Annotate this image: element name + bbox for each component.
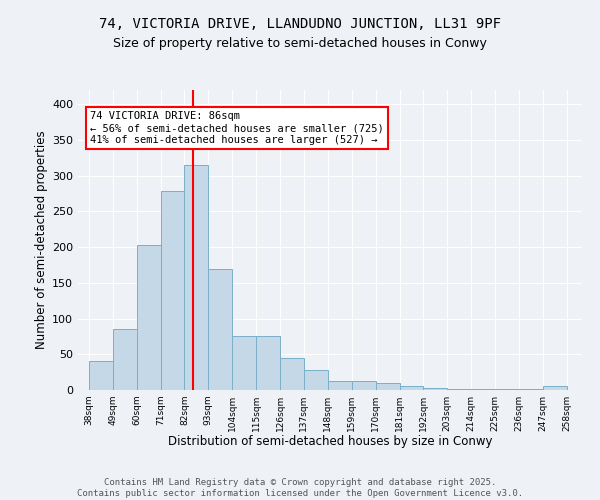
- Bar: [328, 380, 352, 390]
- Bar: [232, 336, 256, 390]
- Bar: [543, 386, 567, 390]
- Bar: [184, 165, 208, 390]
- Bar: [89, 362, 113, 390]
- Text: 74, VICTORIA DRIVE, LLANDUDNO JUNCTION, LL31 9PF: 74, VICTORIA DRIVE, LLANDUDNO JUNCTION, …: [99, 18, 501, 32]
- Bar: [113, 330, 137, 390]
- Bar: [280, 358, 304, 390]
- Text: Contains HM Land Registry data © Crown copyright and database right 2025.
Contai: Contains HM Land Registry data © Crown c…: [77, 478, 523, 498]
- X-axis label: Distribution of semi-detached houses by size in Conwy: Distribution of semi-detached houses by …: [168, 436, 492, 448]
- Bar: [352, 380, 376, 390]
- Bar: [137, 245, 161, 390]
- Bar: [495, 388, 519, 390]
- Bar: [424, 388, 448, 390]
- Bar: [161, 192, 184, 390]
- Text: 74 VICTORIA DRIVE: 86sqm
← 56% of semi-detached houses are smaller (725)
41% of : 74 VICTORIA DRIVE: 86sqm ← 56% of semi-d…: [90, 112, 383, 144]
- Bar: [304, 370, 328, 390]
- Y-axis label: Number of semi-detached properties: Number of semi-detached properties: [35, 130, 48, 350]
- Text: Size of property relative to semi-detached houses in Conwy: Size of property relative to semi-detach…: [113, 38, 487, 51]
- Bar: [256, 336, 280, 390]
- Bar: [208, 268, 232, 390]
- Bar: [400, 386, 424, 390]
- Bar: [376, 383, 400, 390]
